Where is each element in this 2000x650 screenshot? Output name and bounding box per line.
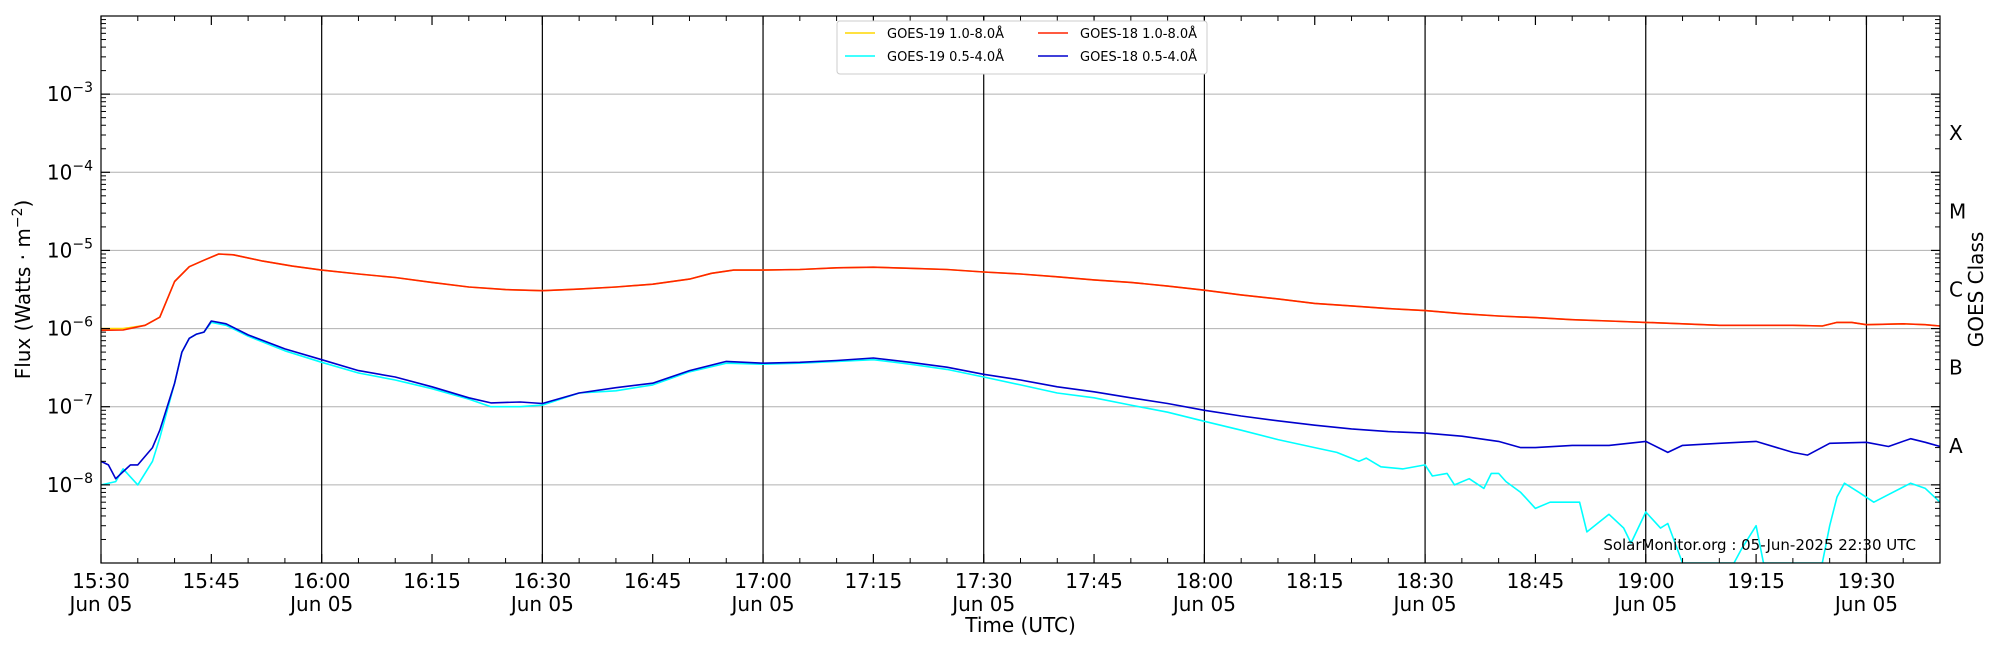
y-tick-label: 10−5: [47, 236, 93, 262]
y-tick-label-exp: −4: [72, 158, 93, 174]
x-tick-label: 15:45: [183, 569, 241, 593]
y-tick-label-base: 10: [47, 82, 72, 106]
x-tick-label: 17:45: [1065, 569, 1123, 593]
x-tick-date: Jun 05: [730, 592, 795, 616]
x-tick-label: 16:45: [624, 569, 682, 593]
goes-class-label: C: [1949, 278, 1963, 302]
y-axis-title: Flux (Watts · m−2): [10, 200, 35, 380]
y-tick-label-base: 10: [47, 160, 72, 184]
series-line-3: [101, 320, 1940, 480]
y-tick-label: 10−3: [47, 80, 93, 106]
y-tick-label: 10−6: [47, 315, 93, 341]
x-tick-label: 18:45: [1507, 569, 1565, 593]
y-tick-label-exp: −8: [72, 471, 93, 487]
y-tick-label: 10−8: [47, 471, 93, 497]
y-tick-label-base: 10: [47, 395, 72, 419]
y-tick-label: 10−7: [47, 393, 93, 419]
x-tick-label: 16:30: [514, 569, 572, 593]
x-tick-date: Jun 05: [950, 592, 1015, 616]
goes-class-label: A: [1949, 434, 1963, 458]
x-tick-date: Jun 05: [1612, 592, 1677, 616]
x-tick-date: Jun 05: [288, 592, 353, 616]
legend-label: GOES-19 0.5-4.0Å: [887, 49, 1004, 65]
y-axis-title-base: Flux (Watts · m: [11, 228, 35, 379]
x-tick-label: 17:00: [734, 569, 792, 593]
goes-class-label: B: [1949, 356, 1963, 380]
legend-label: GOES-18 0.5-4.0Å: [1080, 49, 1197, 65]
legend-box: [836, 20, 1208, 75]
x-tick-date: Jun 05: [1833, 592, 1898, 616]
x-tick-label: 16:00: [293, 569, 351, 593]
x-tick-date: Jun 05: [1171, 592, 1236, 616]
x-tick-label: 18:30: [1396, 569, 1454, 593]
y-axis-title-sup: −2: [10, 208, 26, 229]
x-tick-label: 18:00: [1176, 569, 1234, 593]
legend: GOES-19 1.0-8.0Å GOES-19 0.5-4.0Å GOES-18 …: [836, 20, 1208, 75]
x-axis-title: Time (UTC): [964, 613, 1076, 637]
x-tick-date: Jun 05: [1392, 592, 1457, 616]
series-line-2: [101, 321, 1940, 563]
goes-class-label: M: [1949, 199, 1966, 223]
y-tick-label-exp: −6: [72, 315, 93, 331]
legend-label: GOES-19 1.0-8.0Å: [887, 26, 1004, 42]
y-tick-label-base: 10: [47, 317, 72, 341]
x-tick-label: 19:30: [1838, 569, 1896, 593]
x-tick-label: 19:15: [1727, 569, 1785, 593]
series-layer: [101, 253, 1940, 563]
y-axis-title-end: ): [11, 200, 35, 208]
x-tick-label: 17:30: [955, 569, 1013, 593]
goes-class-label: X: [1949, 121, 1963, 145]
credit-text: SolarMonitor.org : 05-Jun-2025 22:30 UTC: [1603, 536, 1916, 554]
y-tick-label: 10−4: [47, 158, 93, 184]
series-line-1: [101, 253, 1940, 332]
y-tick-label-exp: −7: [72, 393, 93, 409]
y-tick-label-exp: −5: [72, 236, 93, 252]
x-tick-date: Jun 05: [67, 592, 132, 616]
x-tick-date: Jun 05: [509, 592, 574, 616]
x-tick-label: 16:15: [403, 569, 461, 593]
x-tick-label: 17:15: [845, 569, 903, 593]
y-tick-label-base: 10: [47, 238, 72, 262]
y-tick-label-base: 10: [47, 473, 72, 497]
x-tick-label: 19:00: [1617, 569, 1675, 593]
y-tick-label-exp: −3: [72, 80, 93, 96]
tick-layer: [100, 16, 1941, 563]
goes-class-axis-title: GOES Class: [1964, 232, 1988, 348]
x-tick-label: 18:15: [1286, 569, 1344, 593]
x-tick-label: 15:30: [72, 569, 130, 593]
legend-label: GOES-18 1.0-8.0Å: [1080, 26, 1197, 42]
